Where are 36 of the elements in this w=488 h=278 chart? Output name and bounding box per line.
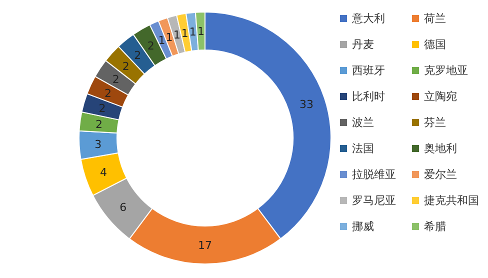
legend-label: 德国 xyxy=(424,38,446,51)
legend-label: 法国 xyxy=(352,142,374,155)
data-label: 1 xyxy=(181,26,188,40)
legend-label: 奥地利 xyxy=(424,142,457,155)
data-label: 6 xyxy=(120,200,127,214)
data-label: 4 xyxy=(100,166,107,179)
legend-label: 希腊 xyxy=(424,220,446,233)
legend-label: 捷克共和国 xyxy=(424,194,479,207)
legend-label: 芬兰 xyxy=(424,116,446,129)
data-label: 17 xyxy=(198,239,212,252)
legend-label: 西班牙 xyxy=(352,64,385,77)
legend-label: 比利时 xyxy=(352,90,385,103)
legend-label: 罗马尼亚 xyxy=(352,194,396,207)
data-label: 2 xyxy=(104,86,112,100)
data-label: 1 xyxy=(197,25,204,38)
data-label: 2 xyxy=(122,60,130,74)
data-label: 1 xyxy=(173,28,180,42)
legend-label: 挪威 xyxy=(352,220,374,233)
data-label: 1 xyxy=(166,31,173,44)
legend-label: 丹麦 xyxy=(352,38,374,51)
data-label: 33 xyxy=(300,98,314,112)
legend-label: 拉脱维亚 xyxy=(352,168,396,181)
legend-label: 荷兰 xyxy=(424,12,446,25)
data-label: 2 xyxy=(95,118,102,131)
legend-label: 克罗地亚 xyxy=(424,64,468,77)
data-label: 2 xyxy=(134,48,142,62)
legend-label: 立陶宛 xyxy=(424,90,457,103)
legend-label: 意大利 xyxy=(351,12,385,25)
legend-label: 波兰 xyxy=(352,116,374,129)
data-label: 2 xyxy=(112,72,120,86)
data-label: 2 xyxy=(147,40,154,53)
legend-label: 爱尔兰 xyxy=(424,168,457,181)
data-label: 1 xyxy=(158,34,166,48)
data-label: 1 xyxy=(189,26,196,39)
data-label: 3 xyxy=(94,138,102,152)
data-label: 2 xyxy=(98,102,106,116)
